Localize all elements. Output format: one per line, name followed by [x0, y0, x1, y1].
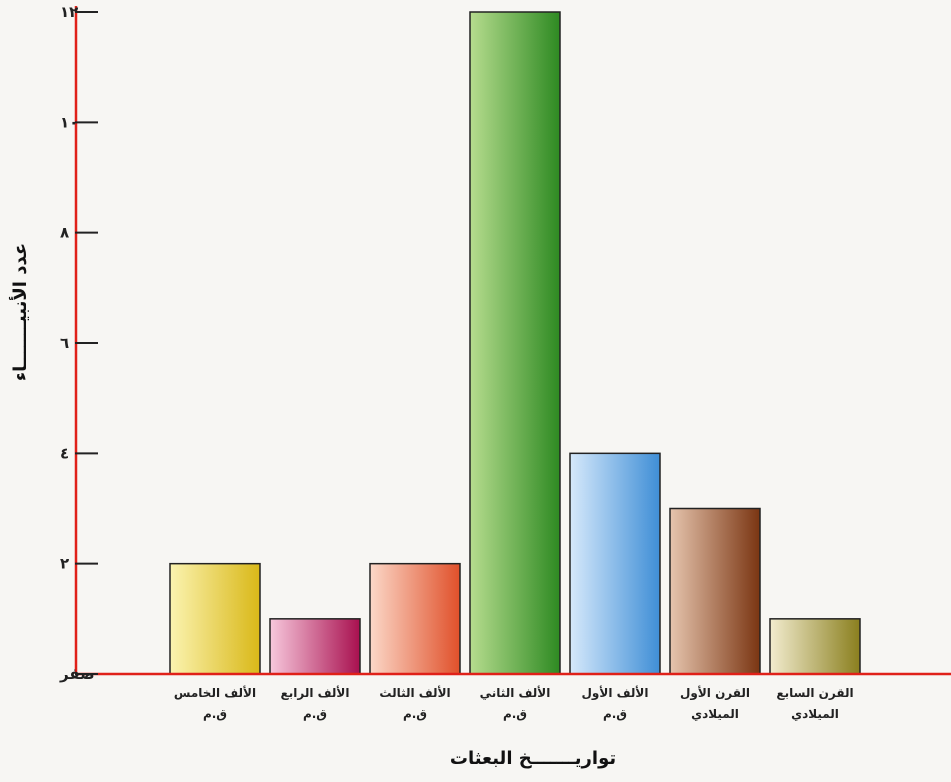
- bar-3: [369, 562, 461, 675]
- x-tick-label-1-line-2: ق.م: [203, 707, 227, 722]
- bar-6: [669, 507, 761, 675]
- bar-4: [469, 11, 561, 675]
- bar-1: [169, 562, 261, 675]
- y-tick-label-7: ١٢: [60, 3, 78, 21]
- x-tick-label-4-line-2: ق.م: [503, 707, 527, 722]
- x-tick-label-4-line-1: الألف الثاني: [480, 685, 551, 700]
- y-tick-label-4: ٦: [60, 334, 69, 352]
- bar-7: [769, 618, 861, 675]
- x-tick-label-6-line-1: القرن الأول: [680, 685, 750, 701]
- y-axis-title: عدد الأنبيـــــــاء: [9, 243, 31, 381]
- x-tick-label-3-line-1: الألف الثالث: [379, 685, 450, 700]
- x-tick-label-7-line-1: القرن السابع: [776, 686, 853, 700]
- bars-layer: [169, 11, 861, 675]
- x-tick-label-5-line-1: الألف الأول: [582, 685, 649, 701]
- y-tick-label-2: ٢: [60, 555, 69, 573]
- labels-layer: الألف الخامس ق.م الألف الرابع ق.م الألف الثا…: [59, 3, 854, 722]
- x-axis-title: تواريـــــــخ البعثات: [450, 748, 616, 769]
- bar-5: [569, 452, 661, 675]
- bar-2: [269, 618, 361, 675]
- y-tick-label-6: ١٠: [60, 113, 78, 131]
- x-tick-label-3-line-2: ق.م: [403, 707, 427, 722]
- x-tick-label-2-line-1: الألف الرابع: [281, 685, 350, 700]
- x-tick-label-1-line-1: الألف الخامس: [174, 685, 256, 700]
- x-tick-label-2-line-2: ق.م: [303, 707, 327, 722]
- x-tick-label-5-line-2: ق.م: [603, 707, 627, 722]
- x-tick-label-7-line-2: الميلادي: [791, 707, 839, 721]
- axes: [74, 6, 951, 676]
- y-tick-label-5: ٨: [60, 224, 69, 242]
- y-tick-label-3: ٤: [60, 444, 69, 462]
- y-tick-label-1: صفر: [59, 665, 95, 683]
- x-tick-label-6-line-2: الميلادي: [691, 707, 739, 721]
